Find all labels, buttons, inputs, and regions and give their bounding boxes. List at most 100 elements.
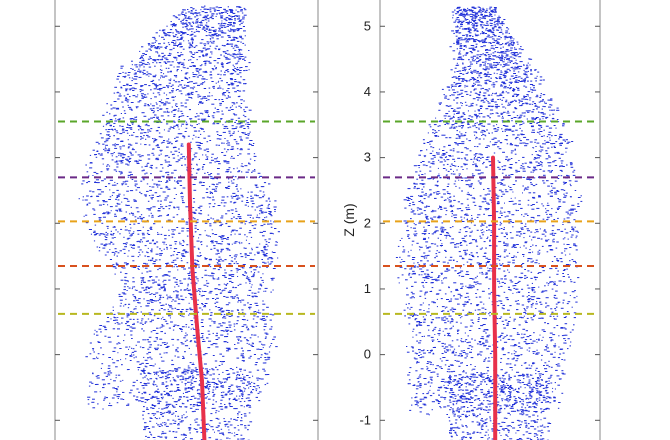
foliage-point (208, 386, 211, 387)
foliage-point (150, 103, 152, 105)
foliage-point (224, 71, 226, 73)
foliage-point (204, 24, 208, 26)
foliage-point (145, 240, 149, 242)
foliage-point (221, 25, 223, 27)
foliage-point (123, 95, 126, 97)
foliage-point (125, 323, 127, 325)
foliage-point (529, 161, 532, 163)
foliage-point (224, 259, 227, 261)
foliage-point (229, 54, 232, 56)
foliage-point (457, 135, 462, 137)
foliage-point (573, 219, 576, 221)
foliage-point (82, 199, 84, 201)
foliage-point (148, 63, 151, 65)
foliage-point (233, 179, 235, 181)
foliage-point (475, 240, 477, 242)
foliage-point (234, 45, 236, 47)
foliage-point (199, 405, 201, 406)
foliage-point (420, 354, 422, 355)
foliage-point (209, 374, 212, 376)
foliage-point (166, 388, 168, 389)
foliage-point (161, 412, 164, 414)
foliage-point (230, 148, 233, 150)
foliage-point (183, 249, 186, 251)
foliage-point (147, 382, 150, 384)
foliage-point (132, 311, 134, 313)
foliage-point (169, 64, 173, 66)
foliage-point (151, 258, 154, 260)
foliage-point (123, 197, 127, 199)
foliage-point (159, 299, 161, 301)
foliage-point (136, 289, 138, 291)
foliage-point (175, 125, 179, 126)
foliage-point (234, 19, 236, 21)
foliage-point (139, 64, 142, 66)
foliage-point (219, 85, 221, 87)
foliage-point (217, 81, 219, 83)
foliage-point (249, 131, 251, 133)
foliage-point (178, 208, 180, 210)
foliage-point (104, 245, 107, 247)
foliage-point (175, 415, 176, 417)
foliage-point (97, 403, 99, 405)
foliage-point (92, 175, 94, 176)
foliage-point (234, 121, 236, 123)
foliage-point (524, 241, 528, 243)
foliage-point (122, 71, 124, 73)
foliage-point (468, 105, 470, 107)
foliage-point (120, 359, 122, 361)
foliage-point (460, 283, 464, 285)
foliage-point (139, 254, 141, 256)
foliage-point (482, 15, 485, 17)
foliage-point (507, 129, 511, 131)
foliage-point (203, 137, 206, 139)
foliage-point (158, 208, 161, 209)
foliage-point (92, 372, 94, 374)
foliage-point (189, 307, 192, 309)
foliage-point (111, 358, 114, 360)
foliage-point (156, 117, 159, 119)
foliage-point (140, 311, 142, 313)
foliage-point (240, 301, 242, 303)
foliage-point (247, 294, 249, 296)
foliage-point (208, 92, 211, 94)
foliage-point (257, 358, 260, 360)
foliage-point (265, 253, 268, 254)
foliage-point (246, 405, 248, 407)
foliage-point (201, 290, 203, 292)
foliage-point (147, 230, 150, 232)
foliage-point (212, 378, 215, 380)
foliage-point (456, 113, 459, 114)
foliage-point (253, 354, 256, 355)
foliage-point (431, 339, 435, 341)
foliage-point (116, 78, 119, 80)
foliage-point (154, 46, 156, 48)
foliage-point (210, 241, 214, 242)
foliage-point (410, 218, 412, 220)
foliage-point (213, 87, 215, 89)
foliage-point (206, 369, 209, 371)
foliage-point (240, 266, 243, 268)
foliage-point (272, 338, 275, 340)
foliage-point (112, 243, 115, 245)
foliage-point (176, 31, 180, 33)
foliage-point (428, 381, 430, 383)
foliage-point (182, 403, 185, 405)
foliage-point (192, 235, 195, 237)
foliage-point (196, 240, 200, 242)
foliage-point (150, 98, 152, 100)
foliage-point (525, 322, 528, 323)
foliage-point (255, 388, 258, 390)
foliage-point (272, 252, 276, 253)
foliage-point (187, 9, 189, 10)
foliage-point (212, 403, 215, 405)
foliage-point (180, 93, 183, 95)
foliage-point (129, 355, 132, 356)
foliage-point (155, 51, 158, 53)
foliage-point (445, 346, 449, 348)
foliage-point (238, 336, 242, 338)
foliage-point (192, 198, 195, 199)
foliage-point (163, 129, 165, 131)
foliage-point (92, 191, 95, 193)
foliage-point (229, 405, 231, 407)
